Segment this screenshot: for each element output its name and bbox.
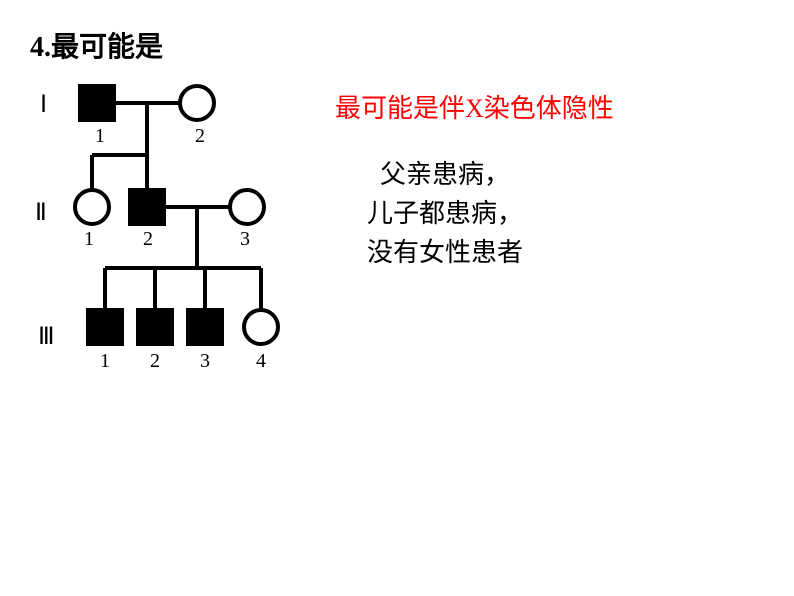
pedigree-diagram	[0, 0, 794, 596]
